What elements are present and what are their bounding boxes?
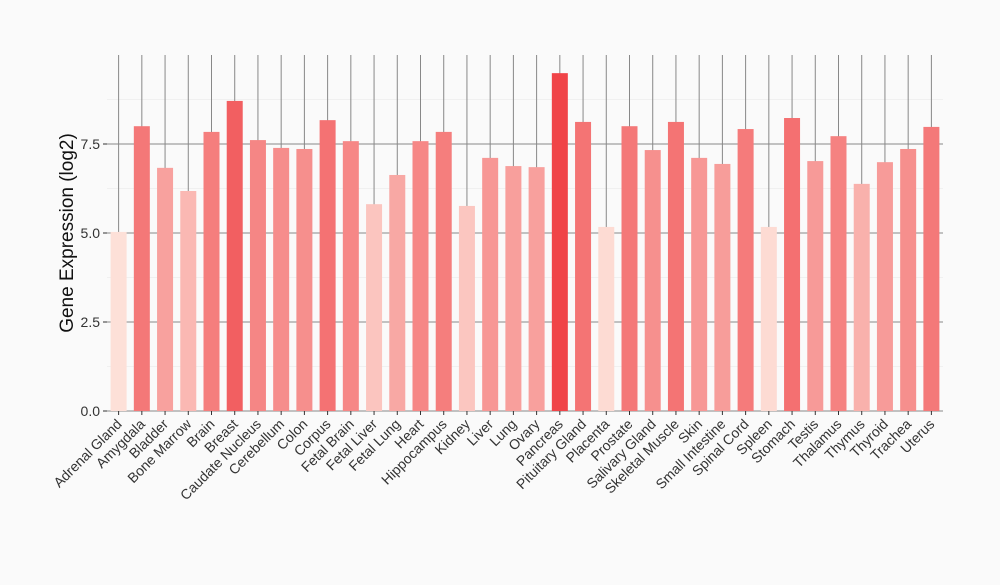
bar-pituitary-gland[interactable] [575, 121, 592, 411]
y-axis-label: Gene Expression (log2) [57, 133, 78, 333]
bar-heart[interactable] [412, 141, 429, 412]
bar-small-intestine[interactable] [714, 163, 731, 411]
bar-spinal-cord[interactable] [737, 129, 754, 411]
bar-thalamus[interactable] [830, 136, 847, 411]
bar-ovary[interactable] [528, 167, 545, 411]
y-tick-label: 2.5 [81, 314, 101, 330]
bar-liver[interactable] [482, 157, 499, 411]
bar-corpus[interactable] [319, 120, 336, 411]
bar-testis[interactable] [807, 161, 824, 411]
bar-kidney[interactable] [458, 205, 475, 411]
bar-trachea[interactable] [900, 148, 917, 411]
bar-caudate-nucleus[interactable] [249, 140, 266, 412]
y-axis: 0.0 2.5 5.0 7.5 [81, 136, 107, 419]
bar-thymus[interactable] [853, 183, 870, 411]
y-tick-label: 0.0 [81, 403, 101, 419]
bar-bone-marrow[interactable] [180, 190, 197, 411]
bar-salivary-gland[interactable] [644, 150, 661, 411]
bar-thyroid[interactable] [876, 162, 893, 411]
bar-fetal-lung[interactable] [389, 174, 406, 411]
bar-hippocampus[interactable] [435, 131, 452, 411]
bar-fetal-brain[interactable] [342, 141, 359, 412]
bar-spleen[interactable] [760, 226, 777, 411]
bar-brain[interactable] [203, 131, 220, 411]
bar-skin[interactable] [691, 157, 708, 411]
y-tick-label: 5.0 [81, 225, 101, 241]
bars [110, 73, 940, 412]
bar-amygdala[interactable] [133, 126, 150, 411]
bar-skeletal-muscle[interactable] [667, 121, 684, 411]
bar-adrenal-gland[interactable] [110, 231, 127, 411]
bar-pancreas[interactable] [551, 73, 568, 411]
bar-bladder[interactable] [157, 167, 174, 411]
bar-fetal-liver[interactable] [366, 204, 383, 411]
bar-colon[interactable] [296, 148, 313, 411]
y-tick-label: 7.5 [81, 136, 101, 152]
bar-placenta[interactable] [598, 226, 615, 411]
bar-stomach[interactable] [784, 118, 801, 412]
bar-lung[interactable] [505, 166, 522, 411]
bar-breast[interactable] [226, 100, 243, 411]
bar-prostate[interactable] [621, 126, 638, 411]
bar-uterus[interactable] [923, 126, 940, 412]
bar-cerebellum[interactable] [273, 147, 290, 411]
